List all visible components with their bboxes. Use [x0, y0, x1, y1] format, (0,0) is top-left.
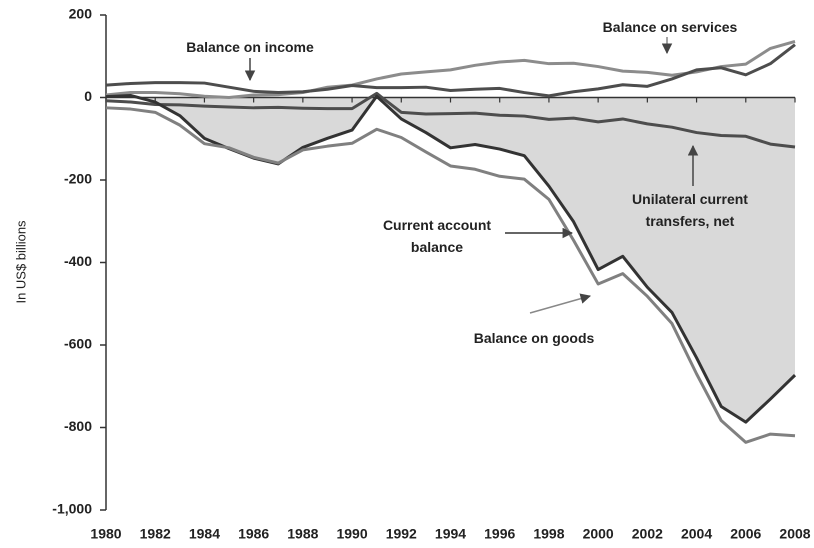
series-label: Current account balance	[382, 217, 492, 255]
arrow	[529, 293, 592, 314]
x-tick-label: 1990	[336, 526, 367, 542]
x-tick-label: 1998	[533, 526, 564, 542]
series-label: Balance on goods	[473, 330, 595, 346]
y-tick-label: -200	[64, 171, 92, 187]
y-tick-label: -1,000	[52, 501, 92, 517]
series-label: Balance on income	[186, 39, 314, 55]
x-tick-label: 1982	[140, 526, 171, 542]
x-tick-label: 1984	[189, 526, 220, 542]
x-tick-label: 2008	[779, 526, 810, 542]
series-line	[105, 39, 796, 99]
x-tick-label: 2000	[583, 526, 614, 542]
x-tick-label: 1996	[484, 526, 515, 542]
x-tick-label: 1994	[435, 526, 466, 542]
x-tick-label: 2002	[632, 526, 663, 542]
y-tick-label: -800	[64, 418, 92, 434]
x-tick-label: 1986	[238, 526, 269, 542]
y-axis-label: In US$ billions	[13, 220, 28, 304]
x-tick-label: 1980	[90, 526, 121, 542]
series-line	[105, 106, 796, 444]
y-tick-label: 0	[84, 88, 92, 104]
series-label: Balance on services	[602, 19, 738, 35]
series-label: Unilateral current transfers, net	[632, 191, 748, 229]
series-line	[105, 91, 796, 149]
area	[106, 95, 795, 423]
y-tick-label: -600	[64, 336, 92, 352]
x-tick-label: 2004	[681, 526, 712, 542]
y-tick-label: 200	[69, 6, 93, 22]
series-line	[105, 43, 796, 98]
x-tick-label: 1988	[287, 526, 318, 542]
x-tick-label: 2006	[730, 526, 761, 542]
x-tick-label: 1992	[386, 526, 417, 542]
y-tick-label: -400	[64, 253, 92, 269]
